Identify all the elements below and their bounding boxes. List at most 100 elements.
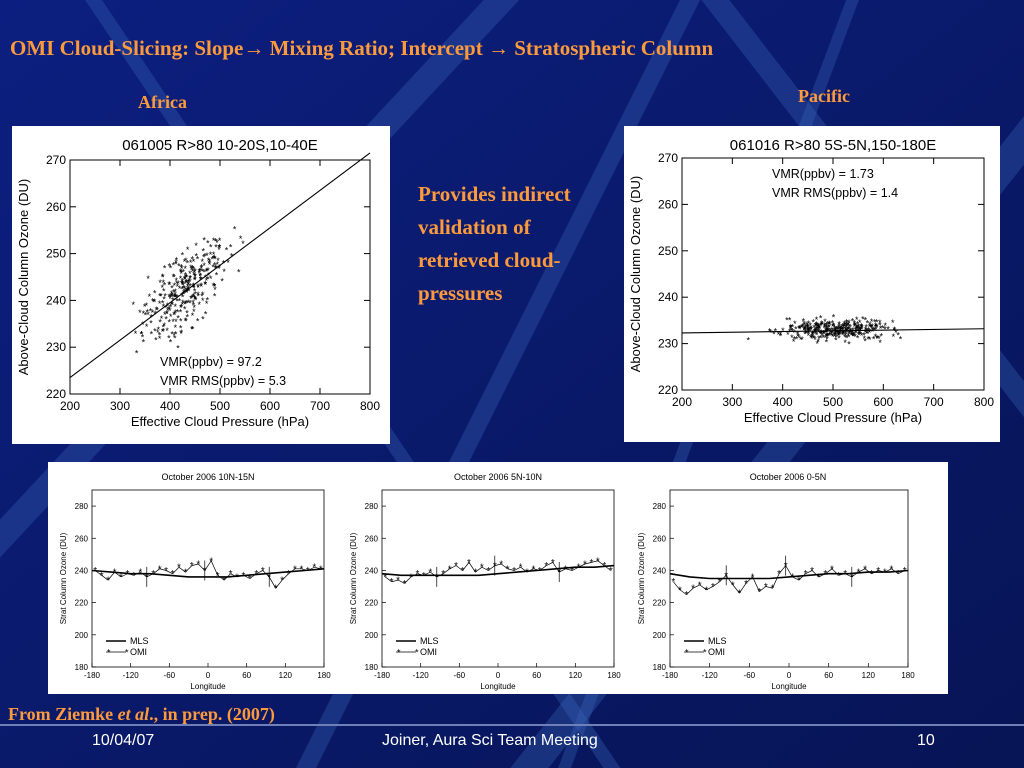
data-point: * (853, 322, 857, 332)
data-point: * (168, 280, 172, 290)
data-point: * (802, 325, 806, 335)
data-point: * (205, 276, 209, 286)
data-point: * (179, 324, 183, 334)
data-point: * (899, 335, 903, 345)
data-point: * (191, 324, 195, 334)
y-tick-label: 220 (75, 599, 89, 608)
data-point: * (798, 323, 802, 333)
data-point: * (838, 328, 842, 338)
data-point: * (194, 295, 198, 305)
data-point: * (817, 322, 821, 332)
data-point: * (862, 330, 866, 340)
data-point: * (183, 274, 187, 284)
fit-line (681, 328, 985, 334)
x-tick-label: 300 (722, 395, 742, 409)
data-point: * (143, 302, 147, 312)
data-point: * (209, 242, 213, 252)
data-point: * (217, 264, 221, 274)
data-point: * (170, 289, 174, 299)
data-point: * (196, 282, 200, 292)
data-point: * (187, 278, 191, 288)
data-point: * (834, 332, 838, 342)
data-point: * (171, 292, 175, 302)
data-point: * (802, 319, 806, 329)
data-point: * (161, 298, 165, 308)
data-point: * (802, 316, 806, 326)
footer-rule (0, 724, 1024, 726)
data-point: * (837, 324, 841, 334)
data-point: * (823, 321, 827, 331)
data-point: * (216, 256, 220, 266)
x-axis-label: Longitude (480, 682, 516, 691)
data-point: * (809, 333, 813, 343)
data-point: * (189, 294, 193, 304)
data-point: * (813, 328, 817, 338)
data-point: * (142, 309, 146, 319)
omi-point: * (396, 576, 400, 587)
data-point: * (181, 277, 185, 287)
data-point: * (213, 255, 217, 265)
data-point: * (837, 327, 841, 337)
data-point: * (850, 331, 854, 341)
data-point: * (863, 334, 867, 344)
data-point: * (852, 330, 856, 340)
data-point: * (190, 294, 194, 304)
y-tick-label: 220 (658, 383, 678, 397)
data-point: * (181, 280, 185, 290)
data-point: * (856, 323, 860, 333)
data-point: * (175, 279, 179, 289)
omi-point: * (164, 566, 168, 577)
data-point: * (884, 321, 888, 331)
y-axis-label: Above-Cloud Column Ozone (DU) (628, 176, 643, 373)
omi-point: * (718, 577, 722, 588)
data-point: * (192, 264, 196, 274)
y-tick-label: 240 (46, 293, 66, 307)
data-point: * (176, 343, 180, 353)
data-point: * (809, 321, 813, 331)
data-point: * (843, 322, 847, 332)
legend-omi-marker: * (125, 648, 129, 658)
data-point: * (207, 271, 211, 281)
data-point: * (831, 332, 835, 342)
data-point: * (837, 320, 841, 330)
y-tick-label: 200 (653, 631, 667, 640)
data-point: * (869, 323, 873, 333)
data-point: * (854, 325, 858, 335)
data-point: * (145, 301, 149, 311)
data-point: * (848, 329, 852, 339)
data-point: * (174, 308, 178, 318)
y-tick-label: 180 (75, 663, 89, 672)
data-point: * (191, 263, 195, 273)
data-point: * (196, 290, 200, 300)
data-point: * (847, 325, 851, 335)
data-point: * (868, 320, 872, 330)
data-point: * (180, 285, 184, 295)
data-point: * (815, 321, 819, 331)
omi-point: * (415, 569, 419, 580)
omi-point: * (544, 561, 548, 572)
data-point: * (149, 318, 153, 328)
data-point: * (848, 327, 852, 337)
omi-point: * (158, 564, 162, 575)
omi-point: * (810, 566, 814, 577)
data-point: * (142, 337, 146, 347)
data-point: * (173, 333, 177, 343)
data-point: * (859, 324, 863, 334)
legend-omi-marker: * (685, 648, 689, 658)
omi-point: * (609, 566, 613, 577)
data-point: * (203, 280, 207, 290)
data-point: * (800, 322, 804, 332)
annotation-rms: VMR RMS(ppbv) = 1.4 (772, 186, 898, 200)
omi-point: * (691, 584, 695, 595)
data-point: * (847, 322, 851, 332)
data-point: * (172, 281, 176, 291)
data-point: * (212, 236, 216, 246)
data-point: * (215, 270, 219, 280)
data-point: * (212, 254, 216, 264)
data-point: * (168, 294, 172, 304)
data-point: * (196, 317, 200, 327)
data-point: * (843, 332, 847, 342)
data-point: * (183, 257, 187, 267)
data-point: * (203, 251, 207, 261)
omi-point: * (506, 564, 510, 575)
